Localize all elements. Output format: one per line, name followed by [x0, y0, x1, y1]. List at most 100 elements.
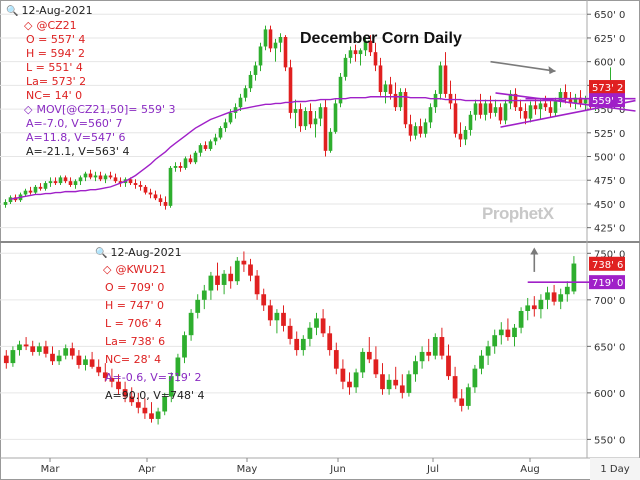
candle-body: [446, 355, 451, 377]
top-symbol[interactable]: @CZ21: [36, 19, 77, 32]
candle: [103, 173, 108, 184]
candle-body: [28, 190, 33, 193]
candle-body: [388, 84, 393, 94]
candle-body: [433, 93, 438, 108]
candle-body: [195, 299, 201, 313]
candle: [568, 92, 573, 108]
candle-body: [149, 413, 154, 419]
candle: [459, 389, 465, 412]
candle-body: [503, 103, 508, 121]
candle-body: [254, 275, 260, 295]
top-high: H = 594' 2: [26, 47, 85, 60]
candle-body: [564, 286, 570, 295]
candle: [531, 296, 537, 317]
bottom-symbol[interactable]: @KWU21: [115, 263, 167, 276]
candle-body: [36, 346, 42, 352]
candle: [446, 344, 451, 380]
candle-body: [116, 381, 121, 390]
candle-body: [294, 338, 300, 351]
candle: [448, 80, 453, 110]
candle: [188, 309, 194, 341]
y-tick-label: 600' 0: [594, 58, 625, 69]
candle: [403, 88, 408, 129]
bottom-line-a: A=-0.6, V=719' 2: [105, 371, 202, 384]
candle-body: [439, 337, 445, 356]
candle-body: [241, 260, 247, 265]
y-tick-label: 475' 0: [594, 176, 625, 187]
candle-body: [155, 411, 161, 419]
candle: [195, 294, 201, 319]
magnify-icon[interactable]: 🔍: [6, 6, 19, 17]
candle-body: [363, 40, 368, 51]
candle: [452, 366, 458, 403]
candle-body: [248, 74, 253, 89]
candle: [328, 128, 333, 153]
candle-body: [498, 107, 503, 121]
candle-body: [338, 76, 343, 104]
candle-body: [113, 177, 118, 182]
candle-body: [485, 346, 491, 356]
candle: [478, 93, 483, 119]
top-info-panel: 🔍 12-Aug-2021 ◇ @CZ21 O = 557' 4 H = 594' …: [6, 4, 175, 159]
candle: [498, 103, 503, 125]
candle: [118, 177, 123, 187]
watermark: ProphetX: [482, 204, 554, 224]
candle: [571, 256, 577, 295]
candle: [17, 340, 22, 356]
candle-body: [432, 337, 438, 356]
candle: [89, 351, 95, 369]
candle-body: [223, 122, 228, 129]
candle-body: [393, 93, 398, 108]
candle: [413, 355, 418, 382]
candle-body: [78, 177, 83, 182]
candle: [193, 150, 198, 165]
candle: [573, 93, 578, 110]
candle-body: [459, 398, 465, 406]
candle-body: [283, 36, 288, 68]
candle-body: [201, 290, 207, 300]
candle-body: [518, 107, 523, 111]
candle: [483, 99, 488, 121]
candle-body: [353, 50, 358, 55]
candle: [50, 346, 55, 365]
candle: [363, 36, 368, 56]
top-ma-label[interactable]: MOV[@CZ21,50]= 559' 3: [36, 103, 176, 116]
candle-body: [248, 264, 253, 276]
candle-body: [558, 92, 563, 102]
candle-body: [102, 372, 108, 378]
candle-body: [162, 396, 168, 412]
bottom-open: O = 709' 0: [105, 281, 165, 294]
candle: [116, 374, 121, 395]
candle: [283, 35, 288, 72]
candle: [308, 103, 313, 129]
watermark-text: ProphetX: [482, 204, 554, 223]
candle: [525, 297, 531, 321]
candle-body: [518, 310, 524, 328]
candle-body: [213, 137, 218, 142]
candle: [287, 318, 293, 345]
candle: [293, 99, 298, 129]
bottom-info-panel: 🔍 12-Aug-2021 ◇ @KWU21 O = 709' 0 H = 747'…: [95, 246, 204, 403]
candle-body: [53, 181, 58, 184]
magnify-icon[interactable]: 🔍: [95, 248, 108, 259]
candle: [148, 188, 153, 199]
timeframe-selector[interactable]: 1 Day: [590, 458, 640, 480]
candle: [153, 190, 158, 201]
chart-title: December Corn Daily: [300, 30, 462, 47]
candle-body: [293, 109, 298, 113]
candle-body: [138, 184, 143, 187]
top-date: 12-Aug-2021: [21, 4, 93, 17]
candle-body: [551, 292, 557, 302]
candle: [333, 342, 339, 375]
candle: [281, 305, 286, 332]
candle-body: [493, 107, 498, 113]
candle: [558, 288, 564, 310]
candle: [243, 85, 248, 102]
candle: [340, 359, 346, 390]
candle-body: [133, 183, 138, 185]
candle: [551, 284, 557, 306]
candle-body: [314, 318, 319, 328]
annotation-arrow-head: [530, 247, 539, 255]
candle: [215, 262, 220, 291]
candle: [458, 122, 463, 148]
